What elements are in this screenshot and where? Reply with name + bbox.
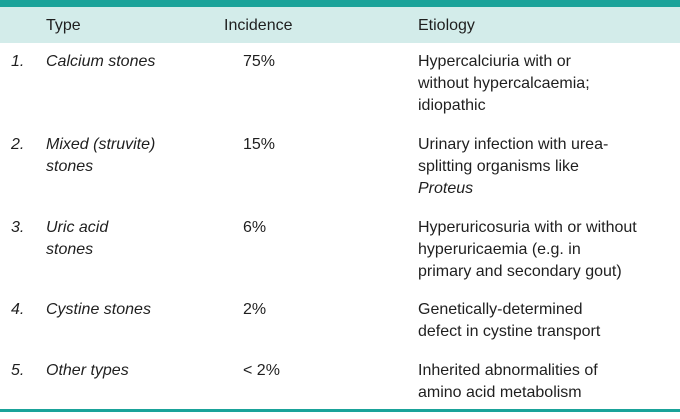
row-number: 3. bbox=[11, 219, 25, 236]
etiology-line: without hypercalcaemia; bbox=[418, 75, 590, 92]
stone-type-line: Calcium stones bbox=[46, 53, 156, 70]
stone-type-line: Cystine stones bbox=[46, 301, 151, 318]
stone-type: Cystine stones bbox=[46, 299, 151, 321]
etiology-line: Hyperuricosuria with or without bbox=[418, 219, 637, 236]
stone-type-line: stones bbox=[46, 158, 94, 175]
etiology-line-organism: Proteus bbox=[418, 180, 474, 197]
incidence-value: 6% bbox=[243, 219, 267, 236]
header-etiology: Etiology bbox=[418, 17, 475, 34]
etiology-line: hyperuricaemia (e.g. in bbox=[418, 241, 581, 258]
etiology-text: Urinary infection with urea- splitting o… bbox=[418, 134, 608, 200]
etiology-text: Genetically-determined defect in cystine… bbox=[418, 299, 600, 343]
etiology-line: Genetically-determined bbox=[418, 301, 583, 318]
etiology-line: primary and secondary gout) bbox=[418, 263, 622, 280]
etiology-line: Inherited abnormalities of bbox=[418, 362, 598, 379]
row-number: 5. bbox=[11, 362, 25, 379]
row-number: 4. bbox=[11, 301, 25, 318]
etiology-line: Urinary infection with urea- bbox=[418, 136, 609, 153]
row-number: 2. bbox=[11, 136, 25, 153]
stone-type-line: Other types bbox=[46, 362, 129, 379]
table-header: Type Incidence Etiology bbox=[0, 7, 680, 43]
stone-type: Uric acid stones bbox=[46, 217, 108, 261]
etiology-text: Inherited abnormalities of amino acid me… bbox=[418, 360, 598, 404]
stone-type: Mixed (struvite) stones bbox=[46, 134, 155, 178]
etiology-line: idiopathic bbox=[418, 97, 486, 114]
row-number: 1. bbox=[11, 53, 25, 70]
table-bottom-rule bbox=[0, 409, 680, 412]
etiology-line: defect in cystine transport bbox=[418, 323, 601, 340]
etiology-line: splitting organisms like bbox=[418, 158, 579, 175]
stone-type: Other types bbox=[46, 360, 129, 382]
incidence-value: < 2% bbox=[243, 362, 280, 379]
header-type: Type bbox=[46, 17, 81, 34]
table-top-rule bbox=[0, 0, 680, 7]
incidence-value: 15% bbox=[243, 136, 276, 153]
stone-type-line: stones bbox=[46, 241, 94, 258]
etiology-line: Hypercalciuria with or bbox=[418, 53, 571, 70]
header-incidence: Incidence bbox=[224, 17, 293, 34]
stone-type-line: Mixed (struvite) bbox=[46, 136, 156, 153]
stone-type: Calcium stones bbox=[46, 51, 155, 73]
incidence-value: 2% bbox=[243, 301, 267, 318]
incidence-value: 75% bbox=[243, 53, 276, 70]
etiology-line: amino acid metabolism bbox=[418, 384, 582, 401]
stone-type-line: Uric acid bbox=[46, 219, 109, 236]
etiology-text: Hypercalciuria with or without hypercalc… bbox=[418, 51, 590, 117]
etiology-text: Hyperuricosuria with or without hyperuri… bbox=[418, 217, 637, 283]
